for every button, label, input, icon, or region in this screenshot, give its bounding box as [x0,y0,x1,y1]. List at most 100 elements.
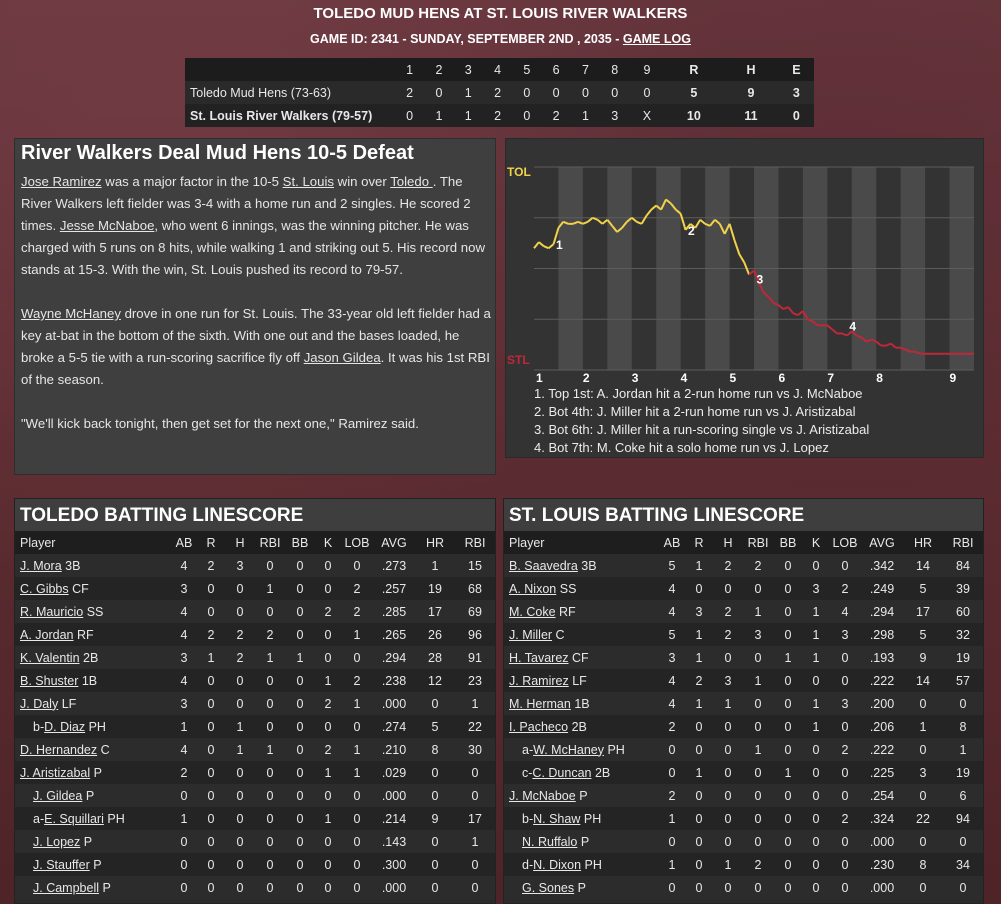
stat-cell: 0 [773,577,803,600]
stat-cell: 0 [341,807,373,830]
stat-cell: 1 [903,715,943,738]
player-name-link[interactable]: J. McNaboe [509,788,576,803]
stat-cell: 0 [773,554,803,577]
player-name-link[interactable]: J. Ramirez [509,673,569,688]
batter-row: A. Nixon SS 4 0 0 0 0 3 2.249 5 39 [504,577,983,600]
player-name-link[interactable]: J. Stauffer [33,857,90,872]
key-event: 1. Top 1st: A. Jordan hit a 2-run home r… [534,386,863,401]
batting-col-header: LOB [829,531,861,554]
stat-cell: 0 [255,807,285,830]
stat-cell: 0 [829,876,861,899]
player-name-link[interactable]: I. Pacheco [509,719,569,734]
story-player-link[interactable]: Jason Gildea [303,350,381,365]
player-name-link[interactable]: B. Shuster [20,673,79,688]
player-name-link[interactable]: N. Shaw [533,811,581,826]
player-name-link[interactable]: E. Squillari [44,811,104,826]
stat-cell: 0 [773,715,803,738]
player-name-link[interactable]: W. McHaney [533,742,604,757]
story-player-link[interactable]: Jesse McNaboe [59,218,155,233]
inning-tick-label: 7 [827,371,834,385]
linescore-col-header: 6 [541,58,571,81]
stat-cell: 2 [659,715,685,738]
wp-line-segment [675,208,682,215]
stat-cell: 4 [171,554,197,577]
stat-cell: 8 [943,715,983,738]
player-name-link[interactable]: G. Sones [522,880,575,895]
stat-cell: 0 [225,784,255,807]
stat-cell: 0 [829,669,861,692]
stat-cell: 0 [285,577,315,600]
player-name-link[interactable]: H. Tavarez [509,650,569,665]
batting-col-header: H [713,531,743,554]
game-log-link[interactable]: GAME LOG [622,32,691,46]
player-name-link[interactable]: D. Diaz [44,719,86,734]
wp-line-segment [900,346,906,351]
player-name-link[interactable]: J. Daly [20,696,59,711]
stat-cell: 5 [903,577,943,600]
player-name-link[interactable]: M. Coke [509,604,556,619]
event-marker: 3 [756,273,763,287]
player-name-link[interactable]: A. Nixon [509,581,557,596]
wp-line-segment [738,253,746,263]
batter-row: b-D. Diaz PH 1 0 1 0 0 0 0.274 5 22 [15,715,495,738]
toledo-batting-table: Player AB R H RBI BB K LOB AVG HR RBI J. Mora 3B 4 2 3… [15,531,495,899]
story-paragraph-2: Wayne McHaney drove in one run for St. L… [21,303,491,391]
stat-cell: 0 [415,784,455,807]
stat-cell: 0 [803,807,829,830]
player-name-link[interactable]: C. Duncan [532,765,592,780]
inning-score: 1 [453,104,483,127]
stat-cell: 4 [171,600,197,623]
player-name-link[interactable]: N. Ruffalo [522,834,578,849]
linescore-col-header: 9 [629,58,665,81]
story-player-link[interactable]: Jose Ramirez [21,174,102,189]
stat-cell: 14 [903,554,943,577]
inning-tick-label: 6 [778,371,785,385]
story-player-link[interactable]: Wayne McHaney [21,306,121,321]
inning-score: 2 [541,104,571,127]
player-name-link[interactable]: D. Hernandez [20,742,98,757]
stat-cell: .238 [373,669,415,692]
stat-cell: 60 [943,600,983,623]
stat-cell: 3 [171,692,197,715]
stat-cell: 2 [713,554,743,577]
stat-cell: 3 [743,623,773,646]
player-name-link[interactable]: J. Campbell [33,880,99,895]
player-name-link[interactable]: A. Jordan [20,627,74,642]
player-position: C [100,742,110,757]
player-name-link[interactable]: K. Valentin [20,650,80,665]
stat-cell: 0 [197,853,225,876]
stat-cell: 0 [455,876,495,899]
batting-col-header: AVG [861,531,903,554]
story-text: . The River Walkers left fielder was 3-4… [21,174,471,233]
player-name-link[interactable]: J. Lopez [33,834,81,849]
stat-cell: .298 [861,623,903,646]
stat-cell: 1 [743,600,773,623]
stat-cell: 1 [341,761,373,784]
wp-line-segment [645,209,653,217]
player-name-link[interactable]: J. Gildea [33,788,83,803]
player-name-link[interactable]: J. Aristizabal [20,765,91,780]
stlouis-batting-table: Player AB R H RBI BB K LOB AVG HR RBI B. Saavedra 3… [504,531,983,899]
player-name-link[interactable]: B. Saavedra [509,558,578,573]
player-name-link[interactable]: N. Dixon [533,857,582,872]
inning-score: 2 [482,81,513,104]
player-name-link[interactable]: R. Mauricio [20,604,84,619]
player-name-link[interactable]: J. Miller [509,627,553,642]
wp-line-segment [831,328,838,335]
story-player-link[interactable]: Toledo [390,174,433,189]
stat-cell: 0 [829,715,861,738]
batter-row: A. Jordan RF 4 2 2 2 0 0 1.265 26 96 [15,623,495,646]
batting-col-header: RBI [743,531,773,554]
wp-line-segment [689,223,696,229]
batter-cell: B. Saavedra 3B [504,554,659,577]
wp-line-segment [533,241,540,249]
story-player-link[interactable]: St. Louis [282,174,334,189]
stat-cell: .222 [861,669,903,692]
batter-row: J. McNaboe P 2 0 0 0 0 0 0.254 0 6 [504,784,983,807]
player-name-link[interactable]: C. Gibbs [20,581,69,596]
batter-row: J. Lopez P 0 0 0 0 0 0 0.143 0 1 [15,830,495,853]
stat-cell: 0 [803,853,829,876]
player-name-link[interactable]: J. Mora [20,558,62,573]
stat-cell: 1 [685,554,713,577]
player-name-link[interactable]: M. Herman [509,696,571,711]
